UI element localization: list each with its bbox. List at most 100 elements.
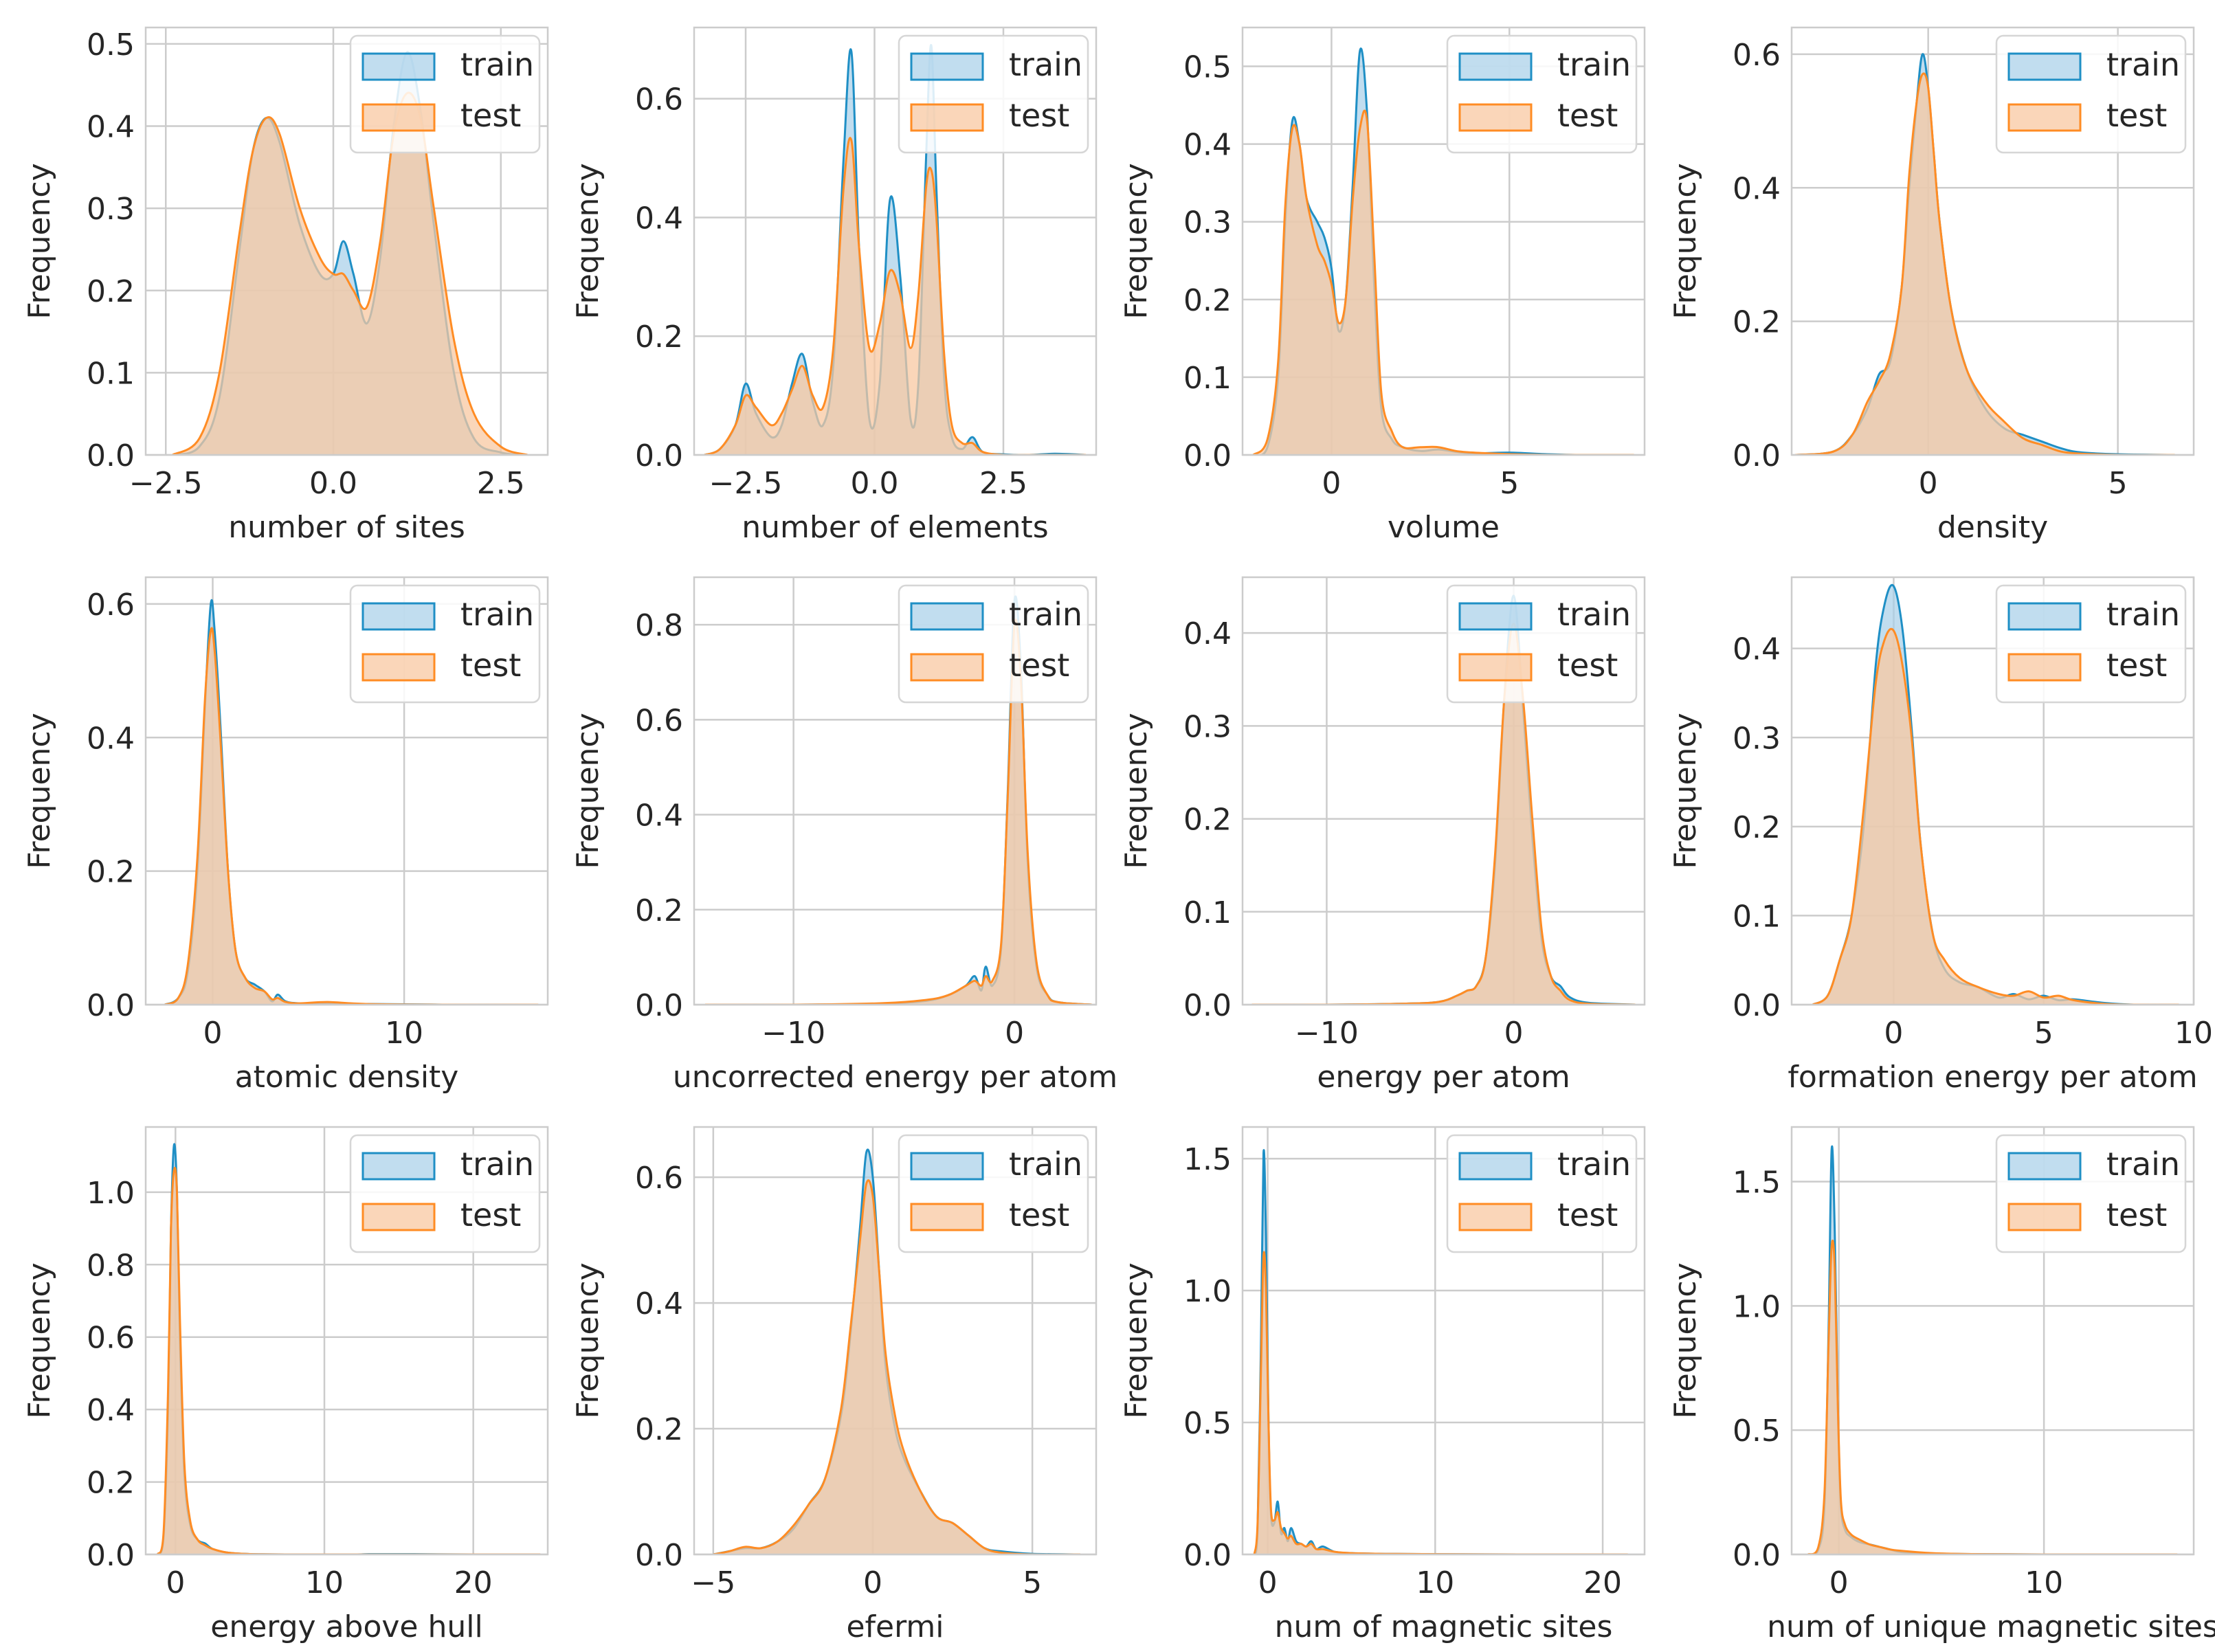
subplot-11: 0.0 0.5 1.0 1.5 0 10 20 train test num of magneti…	[1119, 1126, 1646, 1644]
y-tick-label: 0.6	[635, 82, 683, 118]
y-tick-label: 1.0	[1183, 1274, 1232, 1309]
y-tick-label: 0.2	[635, 320, 683, 355]
legend: train test	[349, 34, 541, 154]
legend-swatch-test	[361, 653, 436, 682]
legend-label-train: train	[460, 596, 534, 633]
plot-frame	[144, 1126, 549, 1556]
subplot-12: 0.0 0.5 1.0 1.5 0 10 train test num of unique ma…	[1668, 1126, 2215, 1644]
plot-frame	[1241, 1126, 1646, 1556]
y-tick-label: 0.1	[1183, 361, 1232, 396]
test-density-line	[713, 1179, 1080, 1554]
y-axis-label: Frequency	[1119, 1262, 1154, 1418]
y-tick-label: 0.0	[87, 988, 135, 1023]
x-tick-label: 0.0	[309, 466, 357, 501]
y-tick-label: 0.4	[87, 721, 135, 756]
x-tick-label: 20	[454, 1565, 493, 1600]
x-tick-label: 0	[1504, 1016, 1524, 1051]
y-tick-label: 0.5	[1733, 1414, 1781, 1449]
legend-swatch-test	[1458, 103, 1533, 132]
y-tick-label: 0.8	[635, 608, 683, 643]
test-density-line	[172, 91, 528, 455]
y-tick-label: 0.2	[1733, 305, 1781, 340]
y-tick-label: 0.0	[1733, 438, 1781, 473]
y-tick-label: 0.4	[1733, 171, 1781, 206]
subplot-10: 0.0 0.2 0.4 0.6 −5 0 5 train test efermi Frequency	[570, 1126, 1098, 1644]
y-tick-label: 0.3	[1183, 709, 1232, 744]
y-tick-label: 0.3	[1733, 721, 1781, 756]
x-tick-label: 2.5	[477, 466, 525, 501]
train-density-area	[704, 45, 1086, 455]
y-tick-label: 0.3	[1183, 205, 1232, 241]
x-tick-label: 0	[203, 1016, 223, 1051]
y-tick-label: 0.5	[87, 27, 135, 63]
y-tick-label: 0.1	[87, 356, 135, 391]
y-tick-label: 0.0	[1183, 988, 1232, 1023]
legend-swatch-test	[2007, 653, 2082, 682]
test-density-line	[1253, 1251, 1628, 1554]
x-axis-label: energy above hull	[210, 1609, 482, 1644]
x-tick-label: 0	[1258, 1565, 1278, 1600]
y-axis-label: Frequency	[570, 1262, 605, 1418]
plot-frame	[693, 576, 1098, 1006]
subplot-3: 0.0 0.1 0.2 0.3 0.4 0.5 0 5 train test volume Frequ…	[1119, 26, 1646, 545]
legend: train test	[898, 584, 1089, 704]
legend-label-train: train	[460, 46, 534, 83]
subplot-8: 0.0 0.1 0.2 0.3 0.4 0 5 10 train test formation en…	[1668, 576, 2213, 1095]
legend-label-train: train	[1009, 1146, 1082, 1183]
legend-label-train: train	[1009, 46, 1082, 83]
legend-swatch-test	[1458, 653, 1533, 682]
legend-swatch-train	[2007, 602, 2082, 631]
subplot-4: 0.0 0.2 0.4 0.6 0 5 train test density Frequency	[1668, 26, 2195, 545]
y-tick-label: 0.0	[635, 988, 683, 1023]
legend: train test	[898, 1134, 1089, 1253]
y-tick-label: 0.4	[635, 201, 683, 236]
y-axis-label: Frequency	[1119, 713, 1154, 869]
legend: train test	[349, 1134, 541, 1253]
legend-label-train: train	[1557, 596, 1631, 633]
x-tick-label: 10	[305, 1565, 344, 1600]
legend-label-test: test	[1557, 1196, 1618, 1234]
y-tick-label: 0.6	[87, 588, 135, 623]
plot-frame	[1241, 26, 1646, 456]
y-tick-label: 0.4	[1183, 616, 1232, 651]
legend-label-test: test	[2106, 1196, 2167, 1234]
y-tick-label: 0.4	[635, 1286, 683, 1321]
subplot-5: 0.0 0.2 0.4 0.6 0 10 train test atomic density Fr…	[22, 576, 549, 1095]
x-axis-label: atomic density	[235, 1060, 459, 1095]
y-tick-label: 0.0	[1183, 1538, 1232, 1573]
test-density-area	[1795, 73, 2175, 455]
y-tick-label: 0.1	[1183, 895, 1232, 930]
y-tick-label: 0.2	[1183, 283, 1232, 318]
plot-frame	[1241, 576, 1646, 1006]
x-tick-label: 5	[2034, 1016, 2053, 1051]
legend-swatch-train	[910, 52, 984, 81]
x-tick-label: 0.0	[851, 466, 899, 501]
y-tick-label: 0.1	[1733, 899, 1781, 934]
legend: train test	[1995, 584, 2187, 704]
legend-swatch-train	[1458, 602, 1533, 631]
legend: train test	[898, 34, 1089, 154]
legend: train test	[1446, 34, 1638, 154]
x-tick-label: 5	[2108, 466, 2128, 501]
subplot-9: 0.0 0.2 0.4 0.6 0.8 1.0 0 10 20 train test energy a…	[22, 1126, 549, 1644]
test-density-line	[704, 137, 1086, 455]
plot-frame	[144, 576, 549, 1006]
test-density-line	[1795, 72, 2175, 455]
plot-frame	[1790, 26, 2195, 456]
legend-label-train: train	[1557, 1146, 1631, 1183]
legend-swatch-test	[2007, 1203, 2082, 1231]
y-tick-label: 0.0	[1183, 438, 1232, 473]
legend-label-test: test	[460, 97, 521, 134]
x-tick-label: 20	[1583, 1565, 1622, 1600]
y-tick-label: 0.5	[1183, 1406, 1232, 1441]
legend-swatch-test	[361, 103, 436, 132]
y-tick-label: 0.6	[1733, 38, 1781, 73]
x-axis-label: volume	[1388, 510, 1500, 545]
subplot-6: 0.0 0.2 0.4 0.6 0.8 −10 0 train test uncorrected …	[570, 576, 1117, 1095]
subplot-7: 0.0 0.1 0.2 0.3 0.4 −10 0 train test energy per a…	[1119, 576, 1646, 1095]
y-tick-label: 0.6	[635, 703, 683, 738]
y-axis-label: Frequency	[570, 163, 605, 319]
legend-label-train: train	[460, 1146, 534, 1183]
plot-frame	[144, 26, 549, 456]
y-axis-label: Frequency	[1668, 1262, 1703, 1418]
